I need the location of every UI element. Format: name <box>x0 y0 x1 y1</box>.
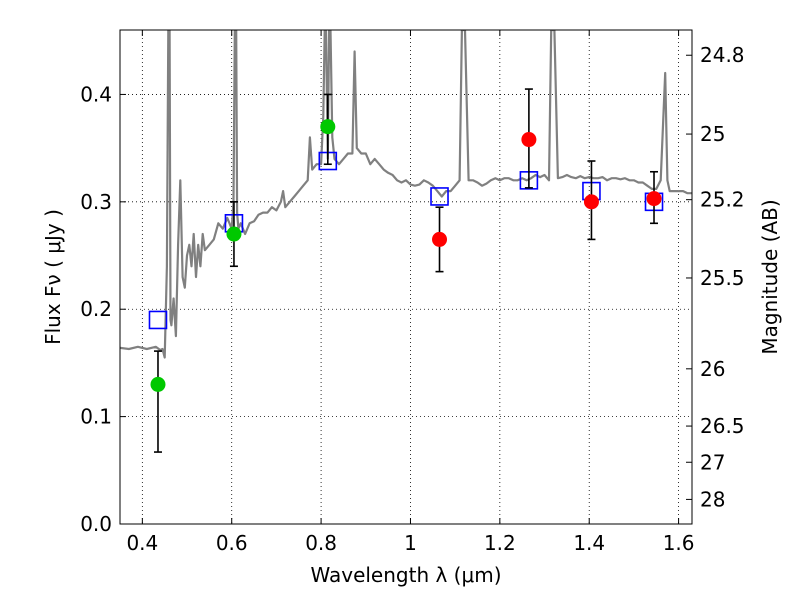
grid-layer <box>120 30 692 524</box>
red-observed-point-0 <box>432 231 448 247</box>
y2-tick-label-7: 28 <box>700 487 725 511</box>
y-tick-label-1: 0.1 <box>80 405 112 429</box>
red-observed-point-2 <box>583 194 599 210</box>
model-spectrum-line <box>120 30 692 359</box>
model-photometry-point-0 <box>148 310 168 330</box>
y2-tick-label-4: 26 <box>700 357 725 381</box>
y-tick-label-3: 0.3 <box>80 190 112 214</box>
y2-axis-title: Magnitude (AB) <box>758 199 782 354</box>
green-observed-point-0 <box>150 376 166 392</box>
x-tick-label-6: 1.6 <box>663 531 695 555</box>
plot-area <box>120 30 692 453</box>
x-tick-label-5: 1.4 <box>573 531 605 555</box>
y-tick-label-4: 0.4 <box>80 82 112 106</box>
y2-tick-label-2: 25.2 <box>700 188 745 212</box>
ticks-layer: 0.4 0.6 0.8 1 1.2 1.4 1.6 0.0 0.1 0.2 0.3 0.4 24.8 25… <box>80 30 745 555</box>
x-tick-label-2: 0.8 <box>305 531 337 555</box>
y-tick-label-2: 0.2 <box>80 297 112 321</box>
y2-tick-label-0: 24.8 <box>700 43 745 67</box>
x-tick-label-1: 0.6 <box>216 531 248 555</box>
model-photometry-point-3 <box>430 187 449 206</box>
plot-frame <box>119 29 693 525</box>
green-observed-point-1 <box>226 226 242 242</box>
y-tick-label-0: 0.0 <box>80 512 112 536</box>
y2-tick-label-3: 25.5 <box>700 266 745 290</box>
y-axis-title: Flux Fν ( μJy ) <box>41 209 65 345</box>
green-observed-point-2 <box>320 119 336 135</box>
x-tick-label-3: 1 <box>404 531 417 555</box>
x-tick-label-0: 0.4 <box>126 531 158 555</box>
red-observed-point-1 <box>521 132 537 148</box>
x-tick-label-4: 1.2 <box>484 531 516 555</box>
y2-tick-label-6: 27 <box>700 450 725 474</box>
x-axis-title: Wavelength λ (μm) <box>310 563 501 587</box>
y2-tick-label-1: 25 <box>700 122 725 146</box>
red-observed-point-3 <box>646 191 662 207</box>
plot-layer <box>120 30 692 453</box>
y2-tick-label-5: 26.5 <box>700 414 745 438</box>
